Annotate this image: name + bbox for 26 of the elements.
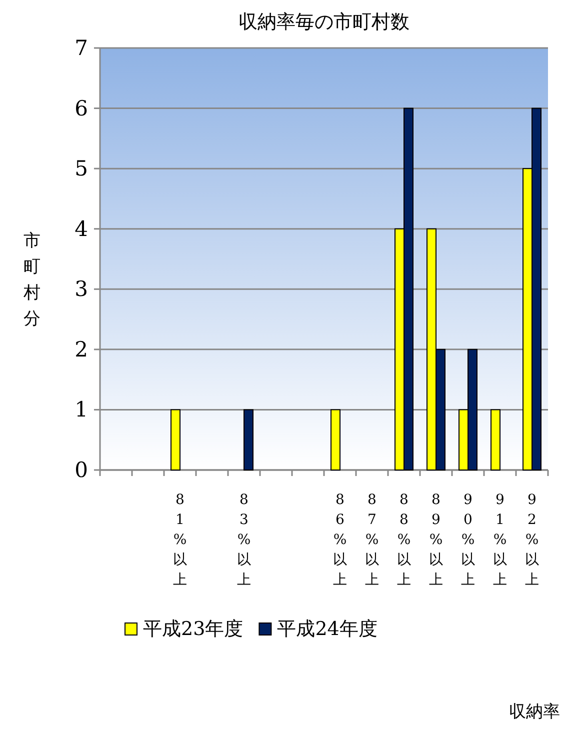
x-tick-label: 89%以上 (429, 492, 443, 588)
x-tick-label: 92%以上 (525, 492, 539, 588)
text: 収納率 (509, 702, 560, 722)
y-tick-label: 2 (74, 337, 88, 362)
y-tick-label: 6 (74, 96, 88, 120)
legend-label: 平成24年度 (277, 618, 378, 640)
y-axis-title: 市町村分 (22, 231, 40, 329)
x-tick-label: 88%以上 (397, 492, 411, 588)
y-tick-label: 3 (74, 277, 88, 302)
y-tick-label: 4 (74, 216, 88, 241)
y-tick-label: 0 (74, 458, 88, 482)
legend-label: 平成23年度 (143, 618, 244, 640)
x-tick-label: 90%以上 (461, 492, 475, 588)
y-tick-label: 7 (74, 36, 88, 60)
bar (244, 409, 254, 470)
y-tick-label: 5 (74, 156, 88, 181)
x-tick-label: 87%以上 (365, 492, 379, 588)
x-tick-label: 91%以上 (493, 492, 507, 588)
x-tick-label: 86%以上 (333, 492, 347, 588)
x-tick-label: 81%以上 (173, 492, 187, 588)
bar (330, 409, 340, 470)
y-tick-label: 1 (74, 398, 88, 422)
bar (170, 409, 180, 470)
x-tick-label: 83%以上 (237, 492, 251, 588)
chart-title: 収納率毎の市町村数 (238, 11, 410, 33)
bar (490, 409, 500, 470)
